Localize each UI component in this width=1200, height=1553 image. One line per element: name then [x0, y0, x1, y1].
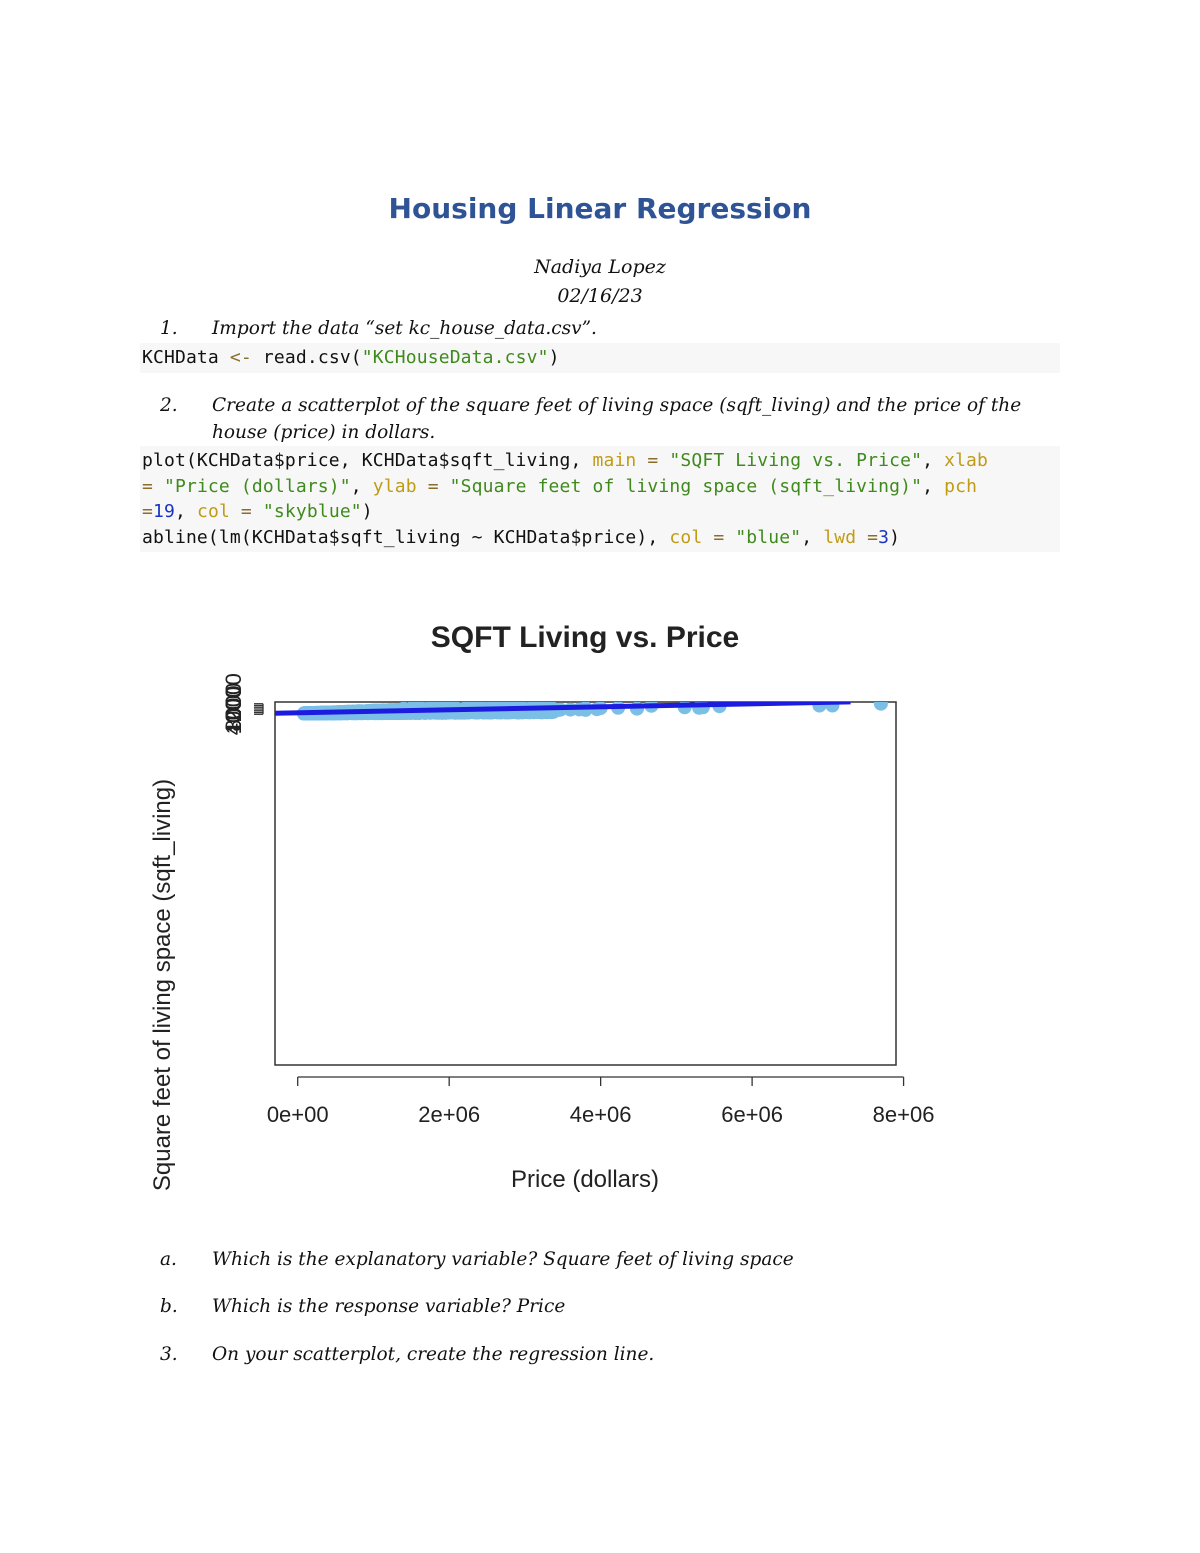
code-token: ,	[174, 501, 197, 522]
code-token: =	[416, 475, 450, 497]
code-token: =	[229, 501, 263, 522]
code-token: "SQFT Living vs. Price"	[669, 450, 923, 471]
code-token: plot(KCHData$price, KCHData$sqft_living,	[142, 450, 593, 471]
code-token: KCHData	[142, 347, 219, 368]
y-tick-label: 12000	[221, 673, 246, 734]
scatter-point	[812, 702, 827, 713]
code-token: col	[196, 501, 230, 522]
code-token: =	[142, 475, 164, 497]
code-token: =	[702, 526, 736, 548]
scatter-point	[873, 702, 888, 711]
code-token: abline(lm(KCHData$sqft_living ~ KCHData$…	[142, 526, 670, 548]
x-tick-label: 8e+06	[873, 1102, 935, 1127]
code-token: =	[856, 526, 879, 548]
x-tick-label: 0e+00	[267, 1102, 329, 1127]
y-tick-label: 8000	[221, 683, 246, 732]
item-number: 1.	[160, 318, 178, 339]
code-block-import: KCHData <- read.csv("KCHouseData.csv")	[140, 343, 1060, 373]
item-number: b.	[160, 1296, 178, 1317]
code-token: lwd	[823, 526, 857, 548]
item-text: Import the data “set kc_house_data.csv”.	[212, 318, 597, 339]
code-token: ylab	[372, 475, 417, 497]
code-token: )	[361, 501, 373, 522]
code-token: "Price (dollars)"	[163, 475, 351, 497]
plot-frame	[274, 701, 897, 1066]
code-token: read.csv(	[262, 347, 362, 368]
code-token: pch	[944, 475, 978, 497]
document-date: 02/16/23	[557, 285, 643, 307]
y-tick-label: 4000	[221, 686, 246, 735]
code-token: )	[548, 347, 560, 368]
scatter-cloud	[275, 702, 888, 721]
document-title: Housing Linear Regression	[388, 192, 812, 225]
chart-title: SQFT Living vs. Price	[431, 621, 739, 654]
author-name: Nadiya Lopez	[534, 256, 666, 278]
code-token: ,	[922, 450, 945, 471]
item-text: Which is the explanatory variable? Squar…	[212, 1249, 794, 1270]
code-token: "skyblue"	[262, 501, 362, 522]
x-tick-label: 2e+06	[418, 1102, 480, 1127]
code-token: xlab	[944, 450, 989, 471]
code-token: <-	[229, 347, 252, 368]
code-token: =	[636, 450, 670, 471]
item-number: 3.	[160, 1344, 178, 1365]
code-token: "KCHouseData.csv"	[361, 347, 549, 368]
code-token: ,	[350, 475, 373, 497]
regression-line	[275, 702, 851, 716]
item-text: On your scatterplot, create the regressi…	[212, 1344, 655, 1365]
code-token: col	[669, 526, 703, 548]
y-tick-label: 0	[221, 708, 246, 720]
scatter-chart: SQFT Living vs. Price Square feet of liv…	[149, 621, 934, 1193]
code-token: ,	[801, 526, 824, 548]
x-axis-label: Price (dollars)	[511, 1166, 659, 1193]
y-axis-label: Square feet of living space (sqft_living…	[149, 779, 176, 1191]
code-token: "Square feet of living space (sqft_livin…	[449, 475, 923, 497]
item-text: Create a scatterplot of the square feet …	[212, 395, 1022, 443]
x-tick-label: 6e+06	[721, 1102, 783, 1127]
code-block-plot: plot(KCHData$price, KCHData$sqft_living,…	[140, 446, 1060, 552]
x-tick-label: 4e+06	[570, 1102, 632, 1127]
scatter-point	[825, 702, 840, 713]
code-token: main	[592, 450, 637, 471]
item-text: Which is the response variable? Price	[212, 1296, 566, 1317]
code-token: ,	[922, 475, 945, 497]
code-token: 3	[878, 526, 890, 548]
item-number: a.	[160, 1249, 177, 1270]
code-token: )	[889, 526, 901, 548]
code-token: "blue"	[735, 526, 802, 548]
code-token: 19	[153, 501, 175, 522]
item-number: 2.	[160, 395, 178, 416]
code-token: =	[142, 501, 153, 522]
